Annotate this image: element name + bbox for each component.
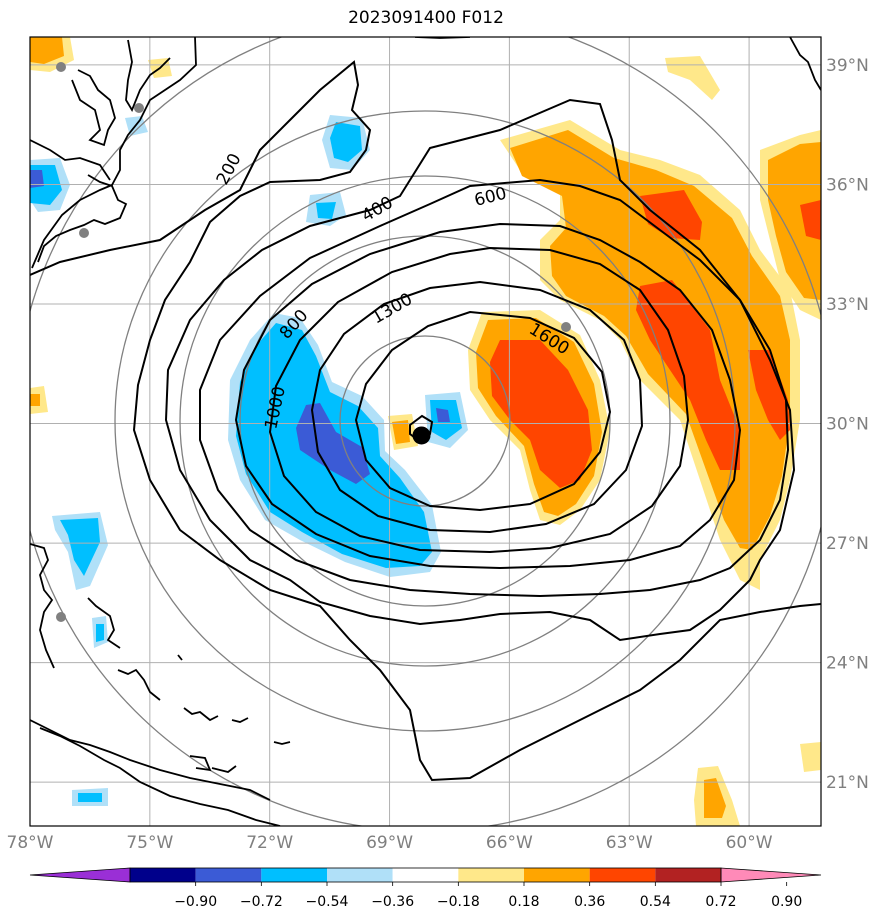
colorbar: −0.90 −0.72 −0.54 −0.36 −0.18 0.18 0.36 0.54 0.7… bbox=[29, 867, 822, 910]
colorbar-extend-high bbox=[720, 867, 822, 883]
latitude-labels: 39°N 36°N 33°N 30°N 27°N 24°N 21°N bbox=[826, 56, 869, 793]
lon-tick-label: 78°W bbox=[7, 833, 54, 853]
colorbar-segment bbox=[130, 868, 196, 882]
coastline bbox=[37, 174, 128, 263]
lat-tick-label: 24°N bbox=[826, 654, 869, 674]
lon-tick-label: 60°W bbox=[726, 833, 773, 853]
shading-positive bbox=[30, 37, 821, 826]
colorbar-tick-label: −0.36 bbox=[371, 894, 414, 910]
coastline bbox=[39, 727, 281, 826]
coastline bbox=[30, 139, 111, 181]
lon-tick-label: 75°W bbox=[126, 833, 173, 853]
contour-line-800 bbox=[234, 222, 742, 570]
warm-shade-region bbox=[30, 394, 40, 406]
gridlines bbox=[30, 37, 821, 826]
contour-line-1300 bbox=[310, 280, 644, 534]
coastline bbox=[273, 741, 291, 745]
colorbar-tick-label: −0.18 bbox=[437, 894, 480, 910]
blue-shade-region bbox=[330, 122, 362, 162]
coastline bbox=[117, 668, 161, 701]
map-frame bbox=[29, 36, 822, 827]
colorbar-segment bbox=[458, 868, 524, 882]
blue-shade-region bbox=[316, 202, 336, 219]
height-contours bbox=[30, 60, 821, 782]
range-ring bbox=[179, 175, 671, 667]
contour-line-200 bbox=[30, 60, 821, 782]
figure-title: 2023091400 F012 bbox=[348, 8, 504, 28]
blue-shade-region bbox=[60, 518, 100, 576]
contour-line-1000 bbox=[268, 246, 690, 554]
warm-shade-region bbox=[768, 142, 821, 300]
colorbar-tick-label: 0.36 bbox=[574, 894, 605, 910]
lat-tick-label: 39°N bbox=[826, 56, 869, 76]
station-dot bbox=[56, 612, 66, 622]
warm-shade-region bbox=[30, 37, 64, 64]
contour-line-400 bbox=[164, 98, 796, 642]
coastline bbox=[211, 765, 237, 773]
coastline bbox=[87, 597, 121, 649]
lon-tick-label: 72°W bbox=[246, 833, 293, 853]
warm-shade-region bbox=[636, 280, 740, 470]
contour-line-1600 bbox=[354, 310, 612, 512]
colorbar-segment bbox=[524, 868, 590, 882]
station-dot bbox=[56, 62, 66, 72]
warm-shade-region bbox=[665, 56, 720, 100]
colorbar-tick-label: −0.72 bbox=[240, 894, 283, 910]
warm-shade-region bbox=[392, 420, 410, 444]
coastline bbox=[30, 543, 55, 669]
blue-shade-region bbox=[78, 793, 102, 802]
coastline bbox=[125, 39, 171, 113]
station-dot bbox=[134, 103, 144, 113]
colorbar-tick-label: 0.90 bbox=[771, 894, 802, 910]
lon-tick-label: 66°W bbox=[486, 833, 533, 853]
colorbar-tick-label: 0.18 bbox=[508, 894, 539, 910]
lat-tick-label: 33°N bbox=[826, 295, 869, 315]
coastline bbox=[71, 69, 116, 147]
coastline bbox=[189, 755, 212, 772]
colorbar-tick-label: −0.90 bbox=[174, 894, 217, 910]
colorbar-segment bbox=[655, 868, 721, 882]
colorbar-segment bbox=[392, 868, 459, 882]
warm-shade-region bbox=[704, 778, 726, 818]
colorbar-frame bbox=[129, 867, 722, 883]
colorbar-segment bbox=[261, 868, 327, 882]
range-ring bbox=[114, 110, 736, 732]
coastline bbox=[789, 37, 821, 91]
lat-tick-label: 27°N bbox=[826, 534, 869, 554]
lat-tick-label: 36°N bbox=[826, 175, 869, 195]
colorbar-tick-label: −0.54 bbox=[306, 894, 349, 910]
coastline bbox=[231, 717, 249, 723]
blue-shade-region bbox=[96, 624, 104, 642]
longitude-labels: 78°W 75°W 72°W 69°W 66°W 63°W 60°W bbox=[7, 833, 773, 853]
warm-shade-region bbox=[748, 350, 790, 440]
blue-shade-region bbox=[436, 408, 450, 422]
coastline bbox=[31, 37, 197, 269]
colorbar-segment bbox=[195, 868, 262, 882]
stations bbox=[56, 62, 571, 622]
colorbar-tick-label: 0.72 bbox=[705, 894, 736, 910]
lon-tick-label: 69°W bbox=[366, 833, 413, 853]
colorbar-tick-label: 0.54 bbox=[640, 894, 671, 910]
coastline bbox=[183, 707, 219, 722]
colorbar-segment bbox=[589, 868, 656, 882]
colorbar-segment bbox=[327, 868, 393, 882]
colorbar-extend-low bbox=[29, 867, 131, 883]
warm-shade-region bbox=[800, 742, 821, 772]
station-dot bbox=[561, 322, 571, 332]
storm-center-marker bbox=[412, 426, 431, 445]
lon-tick-label: 63°W bbox=[606, 833, 653, 853]
coastline bbox=[177, 654, 183, 661]
lat-tick-label: 21°N bbox=[826, 773, 869, 793]
warm-shade-region bbox=[800, 200, 821, 240]
station-dot bbox=[79, 228, 89, 238]
blue-shade-region bbox=[30, 170, 44, 188]
warm-shade-region bbox=[490, 340, 592, 488]
lat-tick-label: 30°N bbox=[826, 415, 869, 435]
range-ring bbox=[339, 335, 511, 507]
contour-line-600 bbox=[199, 178, 790, 598]
